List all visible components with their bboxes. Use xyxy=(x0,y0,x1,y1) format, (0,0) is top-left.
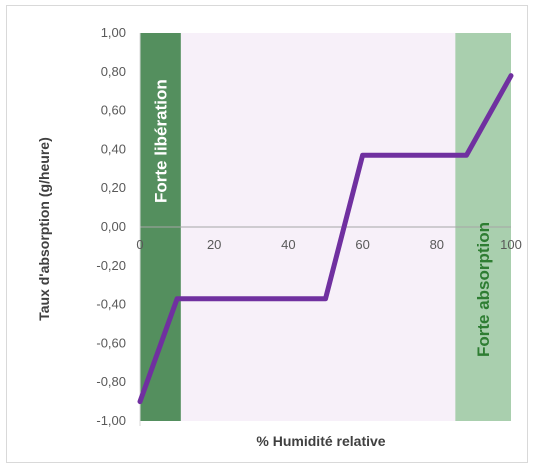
y-tick-label: -1,00 xyxy=(96,413,126,428)
x-tick-label: 100 xyxy=(500,237,522,252)
x-tick-label: 40 xyxy=(281,237,295,252)
x-tick-label: 20 xyxy=(207,237,221,252)
y-tick-label: 0,80 xyxy=(101,64,126,79)
y-axis-title: Taux d'absorption (g/heure) xyxy=(36,137,52,321)
x-tick-label: 0 xyxy=(136,237,143,252)
x-axis-title: % Humidité relative xyxy=(256,433,385,449)
x-tick-label: 60 xyxy=(355,237,369,252)
band-label-absorption: Forte absorption xyxy=(474,222,493,357)
x-tick-label: 80 xyxy=(430,237,444,252)
y-tick-label: 0,60 xyxy=(101,103,126,118)
y-tick-label: -0,20 xyxy=(96,258,126,273)
band-label-release: Forte libération xyxy=(151,79,170,203)
series-line-1 xyxy=(137,73,514,405)
y-tick-label: 0,40 xyxy=(101,141,126,156)
y-tick-label: -0,40 xyxy=(96,297,126,312)
y-tick-label: 0,20 xyxy=(101,180,126,195)
y-tick-label: 0,00 xyxy=(101,219,126,234)
y-tick-label: 1,00 xyxy=(101,25,126,40)
y-tick-label: -0,80 xyxy=(96,374,126,389)
y-tick-label: -0,60 xyxy=(96,335,126,350)
